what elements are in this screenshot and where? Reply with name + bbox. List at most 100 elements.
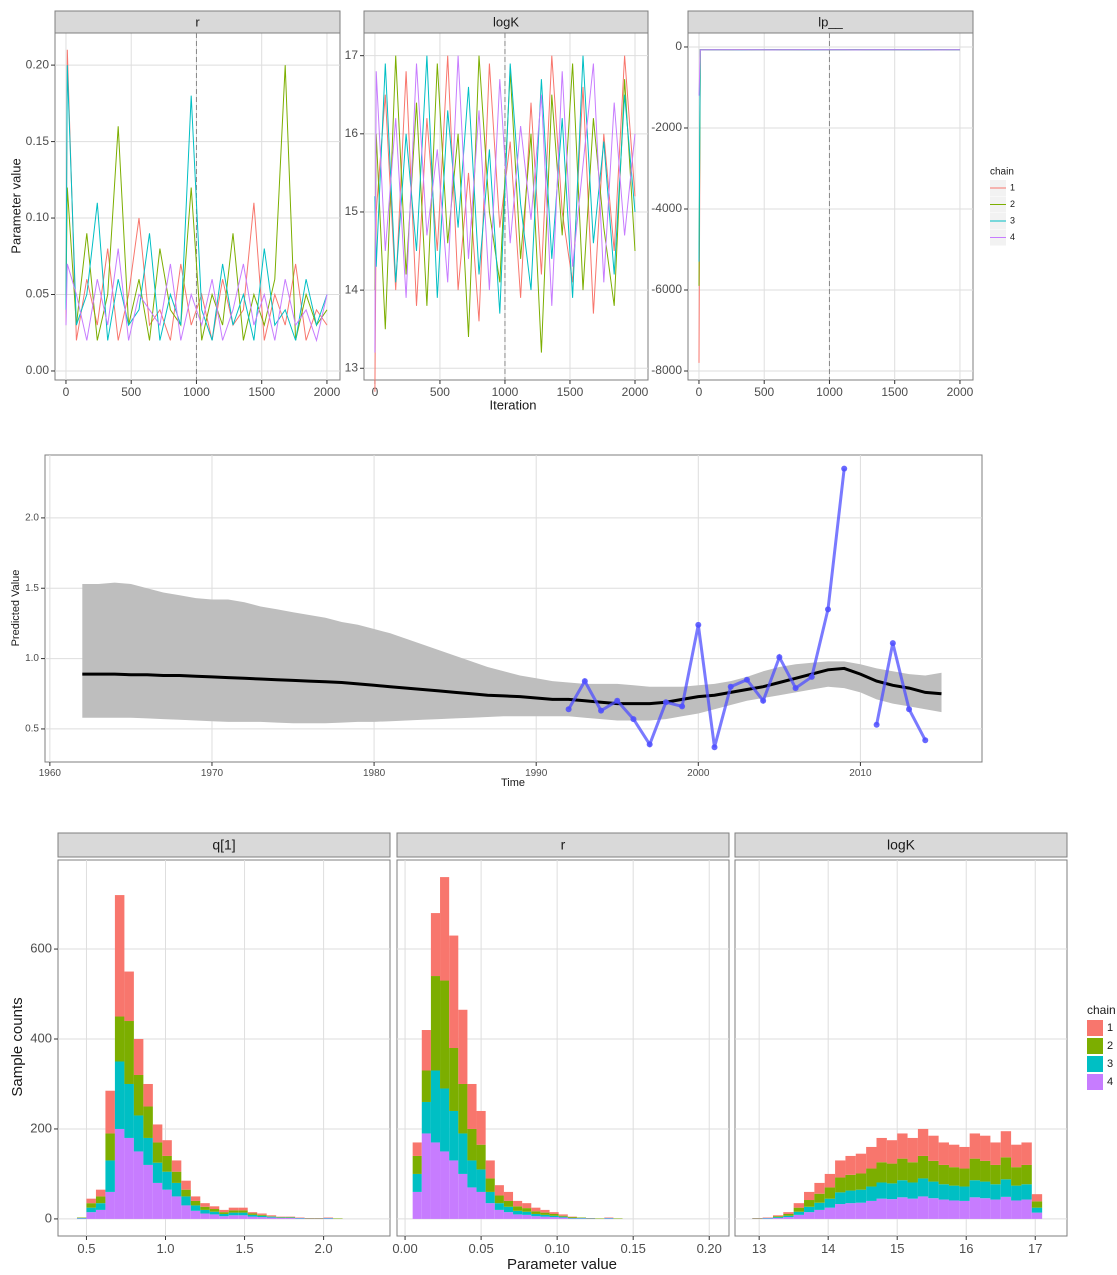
histogram-bar <box>200 1209 210 1214</box>
legend-title: chain <box>1087 1003 1116 1017</box>
histogram-bar <box>522 1208 532 1212</box>
histogram-bar <box>1000 1196 1012 1219</box>
histogram-bar <box>886 1163 898 1184</box>
x-tick-label: 2000 <box>947 385 974 399</box>
histogram-bar <box>257 1215 267 1218</box>
histogram-bar <box>476 1191 486 1219</box>
histogram-bar <box>200 1206 210 1210</box>
histogram-bar <box>948 1167 960 1186</box>
histogram-bar <box>804 1200 815 1207</box>
histogram-bar <box>266 1217 277 1219</box>
histogram-bar <box>467 1083 477 1129</box>
histogram-bar <box>928 1135 939 1161</box>
histogram-bar <box>938 1164 949 1185</box>
histogram-bar <box>494 1209 504 1219</box>
histogram-bar <box>804 1191 815 1201</box>
histogram-bar <box>793 1211 805 1215</box>
x-tick-label: 15 <box>890 1241 904 1256</box>
histogram-bar <box>449 1110 459 1161</box>
histogram-bar <box>219 1209 229 1213</box>
histogram-bar <box>1011 1167 1022 1186</box>
histogram-bar <box>549 1212 559 1214</box>
x-tick-label: 13 <box>752 1241 766 1256</box>
confidence-band <box>82 582 942 724</box>
histogram-bar <box>876 1162 887 1183</box>
x-tick-label: 500 <box>430 385 450 399</box>
histogram-bar <box>412 1142 422 1156</box>
histogram-bar <box>855 1189 867 1203</box>
observed-point <box>695 621 702 628</box>
legend-label: 2 <box>1010 199 1015 209</box>
histogram-bar <box>228 1207 239 1211</box>
histogram-bar <box>558 1217 568 1219</box>
histogram-bar <box>824 1207 836 1219</box>
histogram-bar <box>907 1137 918 1163</box>
histogram-bar <box>969 1133 981 1159</box>
histogram-bar <box>467 1128 477 1161</box>
histogram-bar <box>917 1178 929 1197</box>
y-tick-label: 0.00 <box>26 363 50 377</box>
histogram-bar <box>897 1133 908 1159</box>
facet-title: r <box>561 837 566 853</box>
histogram-bar <box>855 1202 867 1219</box>
histogram-bar <box>86 1198 96 1204</box>
histogram-bar <box>162 1189 172 1219</box>
x-tick-label: 2000 <box>314 385 341 399</box>
facet-strip <box>54 10 341 34</box>
histogram-bar <box>105 1133 115 1161</box>
observed-point <box>906 706 913 713</box>
panel <box>54 32 341 381</box>
histogram-bar <box>845 1190 856 1204</box>
histogram-bar <box>917 1196 929 1219</box>
histogram-bar <box>228 1215 239 1219</box>
histogram-bar <box>824 1198 836 1208</box>
trace-line <box>374 55 636 314</box>
x-tick-label: 1.0 <box>156 1241 174 1256</box>
histogram-bar <box>522 1214 532 1219</box>
histogram-bar <box>1031 1207 1043 1213</box>
observed-point <box>841 465 848 472</box>
x-tick-label: 0 <box>696 385 703 399</box>
trace-line <box>65 65 328 341</box>
histogram-bar <box>133 1074 144 1116</box>
fit-line <box>82 666 942 706</box>
histogram-bar <box>476 1169 486 1192</box>
histogram-bar <box>209 1214 220 1219</box>
x-tick-label: 16 <box>959 1241 973 1256</box>
histogram-bar <box>440 877 450 981</box>
histogram-bar <box>485 1160 495 1179</box>
facet-title: logK <box>887 837 916 853</box>
histogram-bar <box>540 1214 550 1217</box>
histogram-bar <box>783 1215 794 1218</box>
histogram-bar <box>824 1173 836 1188</box>
observed-point <box>711 744 718 751</box>
histogram-bar <box>549 1215 559 1218</box>
y-tick-label: 0.05 <box>26 287 50 301</box>
legend-label: 4 <box>1010 232 1015 242</box>
histogram-bar <box>907 1162 918 1183</box>
observed-point <box>922 737 929 744</box>
histogram-bar <box>866 1168 877 1187</box>
histogram-bar <box>959 1186 970 1201</box>
histogram-bar <box>421 1133 431 1219</box>
histogram-bar <box>152 1142 163 1163</box>
x-tick-label: 2.0 <box>315 1241 333 1256</box>
y-tick-label: 1.0 <box>25 653 39 664</box>
histogram-bar <box>907 1182 918 1199</box>
histogram-bar <box>1021 1164 1032 1185</box>
histogram-bar <box>990 1142 1001 1165</box>
histogram-bar <box>938 1199 949 1219</box>
histogram-bar <box>969 1158 981 1181</box>
histogram-bar <box>412 1191 422 1219</box>
histogram-bar <box>476 1144 486 1170</box>
observed-point <box>598 707 605 714</box>
histogram-bar <box>209 1211 220 1215</box>
x-axis-title: Iteration <box>490 397 537 412</box>
x-axis-title: Parameter value <box>507 1256 617 1273</box>
histogram-bar <box>171 1160 182 1172</box>
histogram-bar <box>190 1205 201 1211</box>
facet-strip <box>363 10 649 34</box>
histogram-bar <box>162 1140 172 1156</box>
histogram-bar <box>990 1199 1001 1219</box>
histogram-bar <box>897 1180 908 1198</box>
